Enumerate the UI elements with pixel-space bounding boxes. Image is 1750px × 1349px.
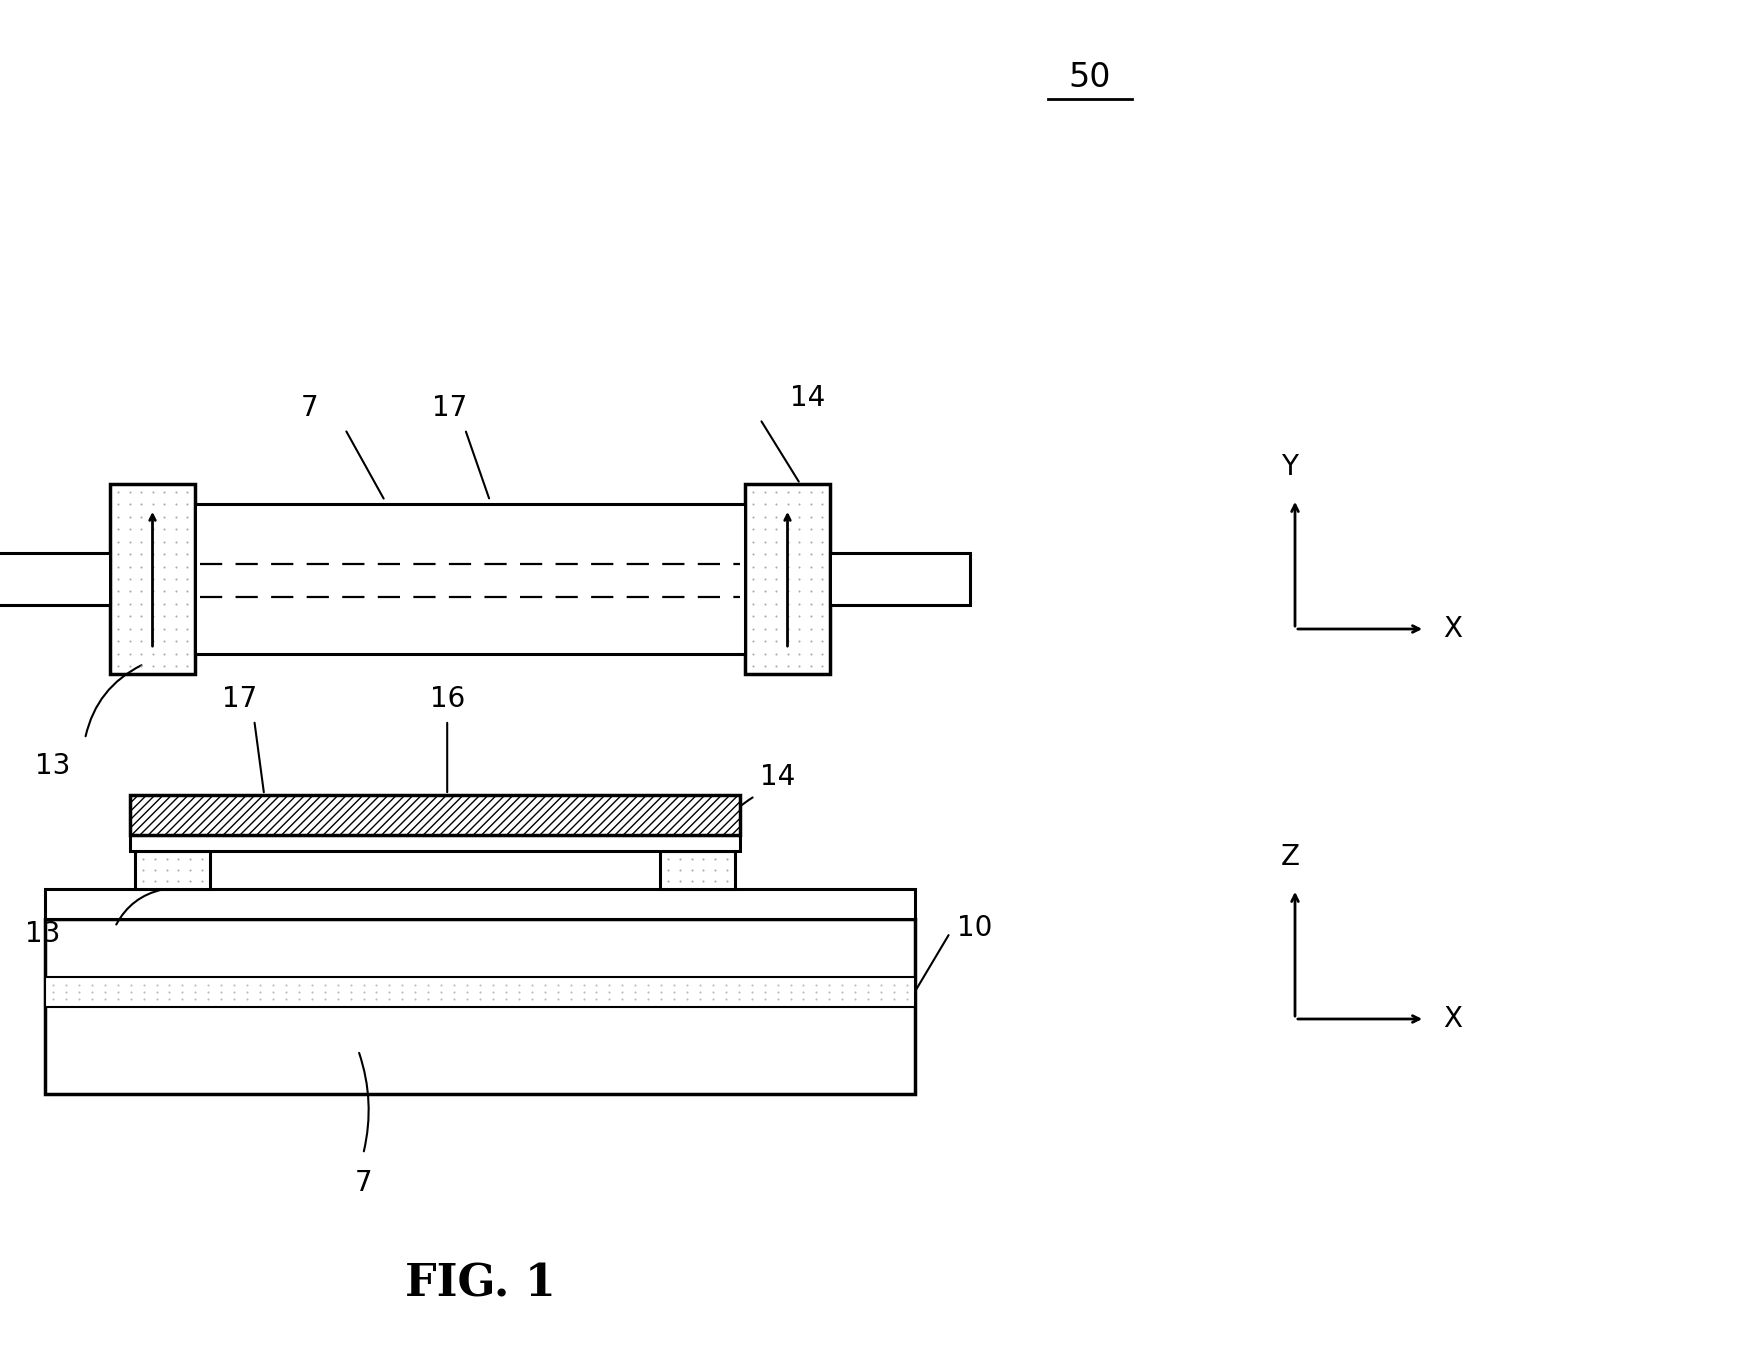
Text: X: X xyxy=(1444,615,1461,643)
Text: 7: 7 xyxy=(301,394,318,422)
Bar xyxy=(135,851,210,889)
Text: Z: Z xyxy=(1281,843,1300,871)
Text: 13: 13 xyxy=(24,920,60,948)
Bar xyxy=(194,505,746,654)
Bar xyxy=(46,977,915,1006)
Bar xyxy=(46,889,915,919)
Text: 17: 17 xyxy=(222,685,257,714)
Text: 7: 7 xyxy=(355,1170,373,1197)
Text: 14: 14 xyxy=(760,764,794,791)
Text: 50: 50 xyxy=(1069,61,1111,94)
Bar xyxy=(46,919,915,1094)
Bar xyxy=(110,484,194,674)
Text: 17: 17 xyxy=(432,394,467,422)
Text: FIG. 1: FIG. 1 xyxy=(404,1263,555,1306)
Bar xyxy=(660,851,735,889)
Text: 14: 14 xyxy=(789,384,826,411)
Bar xyxy=(130,835,740,851)
Text: 10: 10 xyxy=(957,913,992,942)
Text: 16: 16 xyxy=(429,685,466,714)
Text: X: X xyxy=(1444,1005,1461,1033)
Bar xyxy=(0,553,110,604)
Bar xyxy=(830,553,970,604)
Bar xyxy=(130,795,740,835)
Text: Y: Y xyxy=(1281,453,1298,482)
Bar xyxy=(746,484,830,674)
Text: 13: 13 xyxy=(35,751,70,780)
